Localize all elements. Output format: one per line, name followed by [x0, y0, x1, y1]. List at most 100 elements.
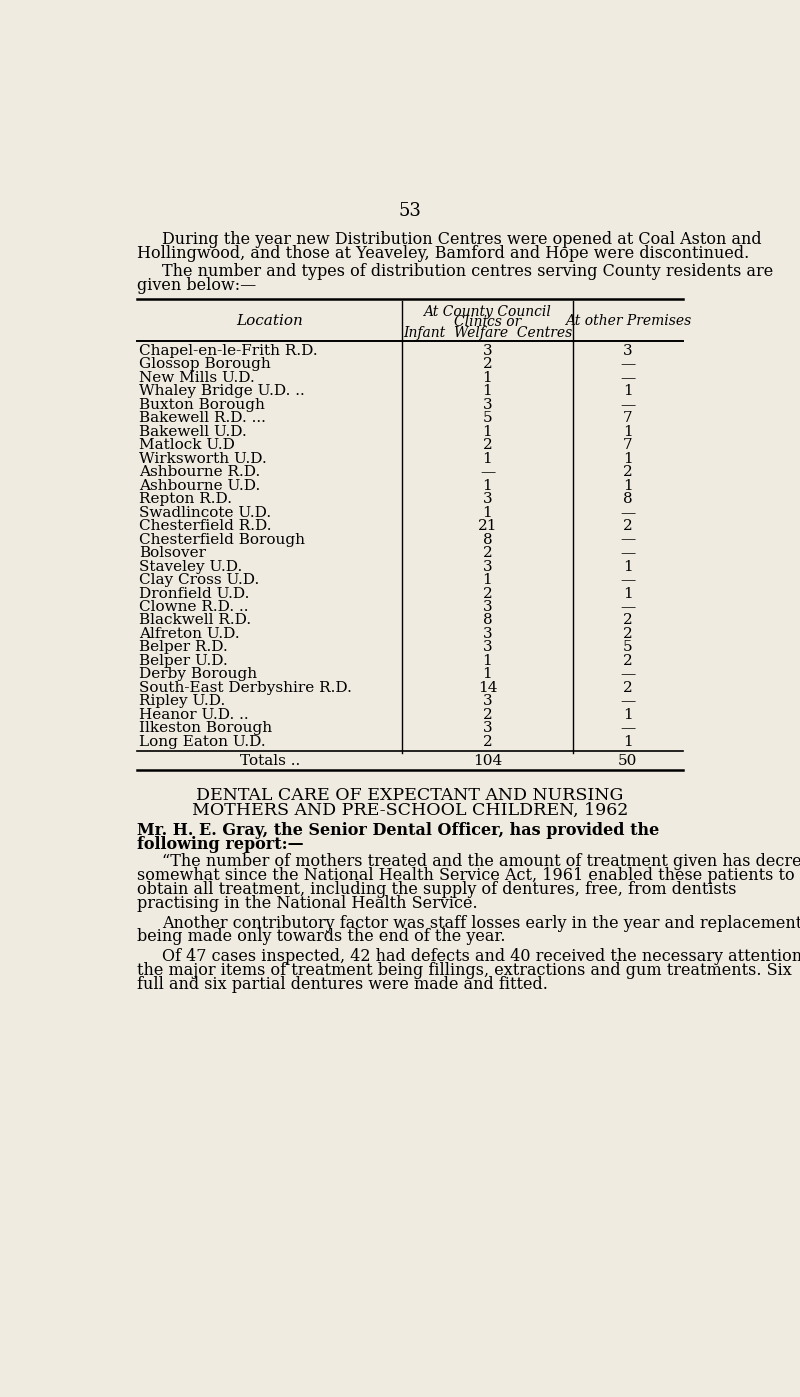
Text: following report:—: following report:— [138, 835, 304, 854]
Text: given below:—: given below:— [138, 277, 257, 293]
Text: DENTAL CARE OF EXPECTANT AND NURSING: DENTAL CARE OF EXPECTANT AND NURSING [196, 787, 624, 803]
Text: Bakewell R.D. ...: Bakewell R.D. ... [138, 411, 266, 425]
Text: Ashbourne U.D.: Ashbourne U.D. [138, 479, 260, 493]
Text: practising in the National Health Service.: practising in the National Health Servic… [138, 894, 478, 911]
Text: 2: 2 [482, 439, 492, 453]
Text: Swadlincote U.D.: Swadlincote U.D. [138, 506, 271, 520]
Text: South-East Derbyshire R.D.: South-East Derbyshire R.D. [138, 680, 352, 694]
Text: 3: 3 [482, 560, 492, 574]
Text: Staveley U.D.: Staveley U.D. [138, 560, 242, 574]
Text: Ripley U.D.: Ripley U.D. [138, 694, 225, 708]
Text: At County Council: At County Council [423, 305, 551, 319]
Text: 1: 1 [623, 384, 633, 398]
Text: 3: 3 [482, 398, 492, 412]
Text: Belper R.D.: Belper R.D. [138, 640, 227, 654]
Text: —: — [620, 668, 635, 682]
Text: 3: 3 [482, 344, 492, 358]
Text: 3: 3 [623, 344, 633, 358]
Text: Infant  Welfare  Centres: Infant Welfare Centres [403, 327, 572, 341]
Text: —: — [620, 573, 635, 587]
Text: Totals ..: Totals .. [240, 754, 300, 768]
Text: 1: 1 [623, 587, 633, 601]
Text: Of 47 cases inspected, 42 had defects and 40 received the necessary attention,: Of 47 cases inspected, 42 had defects an… [162, 949, 800, 965]
Text: 2: 2 [623, 520, 633, 534]
Text: Buxton Borough: Buxton Borough [138, 398, 265, 412]
Text: —: — [620, 532, 635, 546]
Text: 7: 7 [623, 439, 633, 453]
Text: the major items of treatment being fillings, extractions and gum treatments. Six: the major items of treatment being filli… [138, 963, 792, 979]
Text: —: — [620, 546, 635, 560]
Text: At other Premises: At other Premises [565, 314, 691, 328]
Text: 2: 2 [482, 708, 492, 722]
Text: Another contributory factor was staff losses early in the year and replacements: Another contributory factor was staff lo… [162, 915, 800, 932]
Text: 1: 1 [482, 668, 492, 682]
Text: Alfreton U.D.: Alfreton U.D. [138, 627, 239, 641]
Text: —: — [620, 398, 635, 412]
Text: 50: 50 [618, 754, 638, 768]
Text: —: — [620, 506, 635, 520]
Text: full and six partial dentures were made and fitted.: full and six partial dentures were made … [138, 977, 548, 993]
Text: Glossop Borough: Glossop Borough [138, 358, 270, 372]
Text: Blackwell R.D.: Blackwell R.D. [138, 613, 251, 627]
Text: Belper U.D.: Belper U.D. [138, 654, 227, 668]
Text: Whaley Bridge U.D. ..: Whaley Bridge U.D. .. [138, 384, 305, 398]
Text: Derby Borough: Derby Borough [138, 668, 257, 682]
Text: 1: 1 [623, 708, 633, 722]
Text: 3: 3 [482, 721, 492, 735]
Text: 14: 14 [478, 680, 498, 694]
Text: 1: 1 [482, 451, 492, 465]
Text: 1: 1 [623, 451, 633, 465]
Text: 5: 5 [482, 411, 492, 425]
Text: 3: 3 [482, 640, 492, 654]
Text: The number and types of distribution centres serving County residents are: The number and types of distribution cen… [162, 263, 774, 281]
Text: New Mills U.D.: New Mills U.D. [138, 372, 254, 386]
Text: Chesterfield R.D.: Chesterfield R.D. [138, 520, 271, 534]
Text: 2: 2 [623, 627, 633, 641]
Text: 1: 1 [623, 479, 633, 493]
Text: 8: 8 [482, 613, 492, 627]
Text: 5: 5 [623, 640, 633, 654]
Text: Dronfield U.D.: Dronfield U.D. [138, 587, 249, 601]
Text: 21: 21 [478, 520, 498, 534]
Text: —: — [620, 694, 635, 708]
Text: Clowne R.D. ..: Clowne R.D. .. [138, 599, 248, 615]
Text: 1: 1 [482, 372, 492, 386]
Text: —: — [620, 358, 635, 372]
Text: Clay Cross U.D.: Clay Cross U.D. [138, 573, 259, 587]
Text: —: — [480, 465, 495, 479]
Text: 3: 3 [482, 627, 492, 641]
Text: “The number of mothers treated and the amount of treatment given has decreased: “The number of mothers treated and the a… [162, 854, 800, 870]
Text: —: — [620, 721, 635, 735]
Text: 104: 104 [473, 754, 502, 768]
Text: 1: 1 [482, 654, 492, 668]
Text: 1: 1 [623, 560, 633, 574]
Text: 1: 1 [623, 425, 633, 439]
Text: 2: 2 [623, 613, 633, 627]
Text: 1: 1 [482, 573, 492, 587]
Text: Long Eaton U.D.: Long Eaton U.D. [138, 735, 266, 749]
Text: 7: 7 [623, 411, 633, 425]
Text: 3: 3 [482, 599, 492, 615]
Text: 1: 1 [623, 735, 633, 749]
Text: 53: 53 [398, 203, 422, 221]
Text: Wirksworth U.D.: Wirksworth U.D. [138, 451, 266, 465]
Text: Hollingwood, and those at Yeaveley, Bamford and Hope were discontinued.: Hollingwood, and those at Yeaveley, Bamf… [138, 244, 750, 261]
Text: 2: 2 [482, 735, 492, 749]
Text: —: — [620, 372, 635, 386]
Text: being made only towards the end of the year.: being made only towards the end of the y… [138, 929, 506, 946]
Text: 2: 2 [623, 680, 633, 694]
Text: Ashbourne R.D.: Ashbourne R.D. [138, 465, 260, 479]
Text: During the year new Distribution Centres were opened at Coal Aston and: During the year new Distribution Centres… [162, 231, 762, 247]
Text: Repton R.D.: Repton R.D. [138, 492, 232, 506]
Text: Ilkeston Borough: Ilkeston Borough [138, 721, 272, 735]
Text: 1: 1 [482, 479, 492, 493]
Text: —: — [620, 599, 635, 615]
Text: 2: 2 [623, 654, 633, 668]
Text: Matlock U.D: Matlock U.D [138, 439, 234, 453]
Text: 1: 1 [482, 384, 492, 398]
Text: MOTHERS AND PRE-SCHOOL CHILDREN, 1962: MOTHERS AND PRE-SCHOOL CHILDREN, 1962 [192, 802, 628, 819]
Text: 1: 1 [482, 425, 492, 439]
Text: Location: Location [236, 314, 303, 328]
Text: 2: 2 [623, 465, 633, 479]
Text: 8: 8 [482, 532, 492, 546]
